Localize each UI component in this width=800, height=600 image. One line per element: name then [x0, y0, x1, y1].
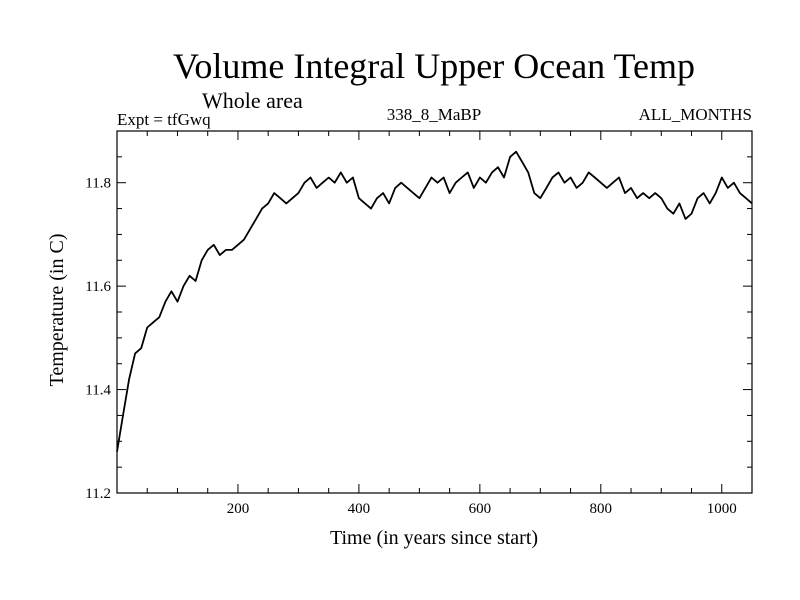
experiment-label: Expt = tfGwq [117, 110, 211, 129]
period-label: 338_8_MaBP [387, 105, 481, 124]
months-label: ALL_MONTHS [639, 105, 752, 124]
plot-area: 200 400 600 800 1000 11.2 11.4 11.6 11.8 [85, 130, 753, 517]
y-tick-label: 11.4 [85, 383, 111, 399]
x-axis-label: Time (in years since start) [330, 527, 538, 549]
x-tick-label: 800 [590, 501, 613, 517]
plot-frame [116, 130, 753, 494]
chart-title: Volume Integral Upper Ocean Temp [173, 46, 695, 86]
x-tick-label: 600 [469, 501, 492, 517]
x-tick-label: 1000 [707, 501, 737, 517]
y-tick-label: 11.8 [85, 176, 111, 192]
y-tick-label: 11.6 [85, 279, 111, 295]
y-axis-label: Temperature (in C) [46, 234, 68, 387]
x-tick-label: 400 [348, 501, 371, 517]
x-tick-label: 200 [227, 501, 250, 517]
series-line [116, 150, 753, 452]
chart-subtitle: Whole area [202, 88, 303, 113]
y-tick-label: 11.2 [85, 486, 111, 502]
